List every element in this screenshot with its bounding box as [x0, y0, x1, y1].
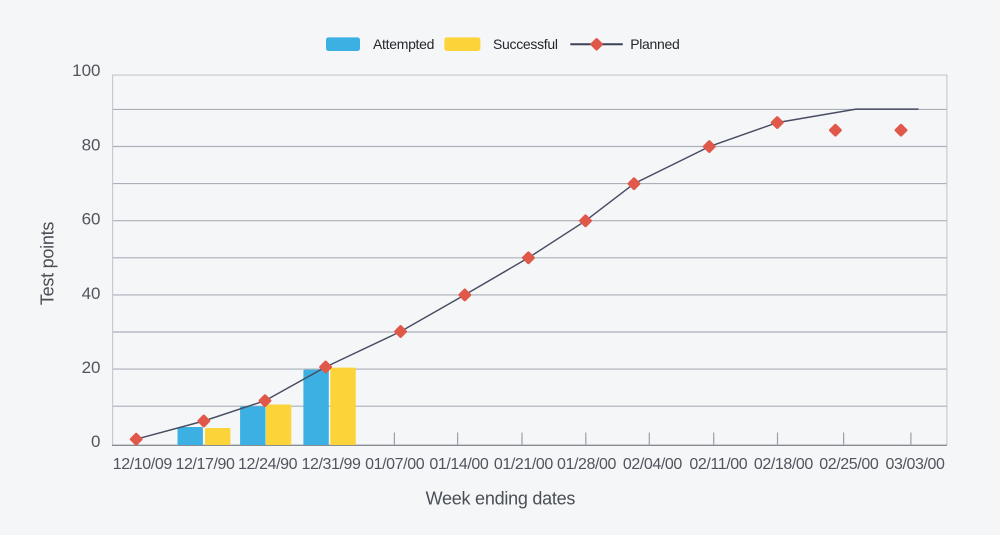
svg-text:0: 0	[91, 432, 100, 451]
svg-text:12/31/99: 12/31/99	[301, 456, 361, 473]
svg-text:Planned: Planned	[630, 36, 679, 52]
svg-text:80: 80	[82, 135, 101, 154]
svg-text:Successful: Successful	[493, 36, 558, 52]
svg-text:03/03/00: 03/03/00	[885, 456, 945, 473]
svg-text:100: 100	[72, 61, 100, 80]
svg-text:20: 20	[82, 358, 101, 377]
svg-text:Attempted: Attempted	[373, 36, 434, 52]
svg-text:40: 40	[82, 284, 101, 303]
svg-text:02/04/00: 02/04/00	[623, 456, 683, 473]
svg-text:01/14/00: 01/14/00	[429, 456, 489, 473]
svg-text:60: 60	[82, 210, 101, 229]
svg-text:12/17/90: 12/17/90	[175, 456, 235, 473]
svg-text:Test points: Test points	[37, 222, 57, 306]
svg-text:12/24/90: 12/24/90	[238, 456, 298, 473]
svg-text:12/10/09: 12/10/09	[113, 456, 173, 473]
svg-text:02/11/00: 02/11/00	[689, 456, 747, 473]
svg-text:01/07/00: 01/07/00	[365, 456, 425, 473]
svg-text:01/21/00: 01/21/00	[494, 456, 554, 473]
svg-text:02/25/00: 02/25/00	[819, 456, 879, 473]
svg-text:02/18/00: 02/18/00	[754, 456, 814, 473]
svg-text:Week ending dates: Week ending dates	[426, 489, 576, 509]
svg-text:01/28/00: 01/28/00	[557, 456, 617, 473]
